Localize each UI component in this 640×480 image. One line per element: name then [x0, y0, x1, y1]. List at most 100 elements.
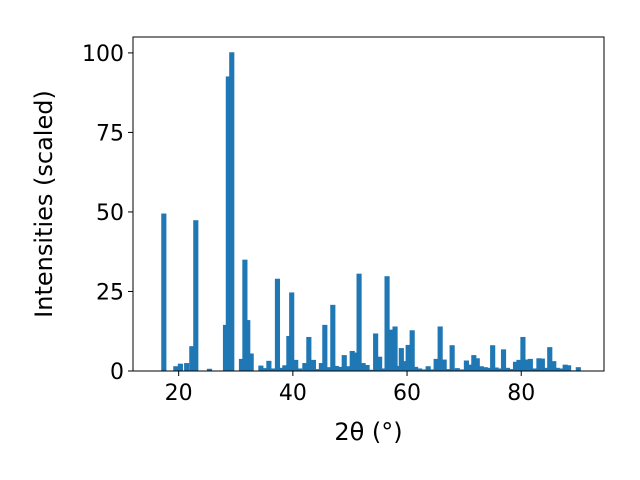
bar	[238, 358, 245, 371]
bar	[441, 359, 447, 371]
bar	[270, 368, 277, 371]
bar	[516, 359, 522, 371]
bar	[496, 368, 503, 371]
bar	[551, 361, 557, 371]
bar	[478, 366, 484, 371]
bar	[524, 359, 530, 371]
bar	[413, 366, 419, 371]
y-tick-label: 50	[96, 201, 124, 226]
bar	[302, 363, 308, 371]
bar	[318, 363, 324, 371]
bar	[377, 356, 383, 371]
bar	[242, 259, 248, 371]
bar	[341, 355, 347, 371]
bar	[520, 336, 526, 371]
bar	[405, 344, 411, 371]
bar	[504, 367, 511, 371]
bar	[222, 324, 229, 371]
bar	[225, 76, 231, 371]
bar	[558, 368, 564, 371]
bar	[286, 336, 292, 371]
bar	[395, 365, 401, 371]
bar	[229, 52, 235, 372]
bar	[258, 365, 264, 371]
x-tick-label: 80	[507, 381, 535, 406]
bar	[278, 367, 284, 371]
bar	[421, 369, 427, 371]
bar	[337, 366, 343, 371]
bar	[293, 359, 299, 371]
bar	[266, 360, 272, 371]
bar	[392, 326, 398, 371]
bar	[459, 369, 465, 371]
bar	[437, 326, 443, 371]
bar	[297, 368, 303, 371]
bar	[314, 369, 320, 371]
bar	[262, 368, 268, 371]
bar	[360, 363, 366, 371]
x-tick-label: 60	[393, 381, 421, 406]
bar	[425, 366, 431, 371]
bar	[345, 366, 351, 371]
bar	[274, 278, 281, 371]
bar	[398, 348, 404, 371]
bar	[417, 368, 423, 371]
bar	[474, 358, 480, 371]
bar	[536, 358, 542, 371]
bar	[193, 220, 199, 371]
bar	[486, 367, 492, 371]
bar	[490, 345, 496, 371]
bar	[173, 366, 179, 371]
bar	[353, 352, 359, 371]
bar	[554, 367, 560, 371]
bar	[387, 329, 394, 371]
bar	[380, 368, 386, 371]
y-tick-label: 100	[82, 42, 124, 67]
bar	[364, 364, 370, 371]
bar	[454, 368, 460, 371]
bar	[245, 320, 251, 371]
bar	[330, 304, 336, 371]
bar	[527, 358, 533, 371]
bar	[402, 361, 408, 371]
x-axis-ticks: 20 40 60 80	[165, 371, 535, 406]
bar	[322, 324, 328, 371]
bar	[189, 346, 195, 371]
x-tick-label: 40	[279, 381, 307, 406]
bar	[306, 336, 312, 371]
bar	[289, 292, 295, 371]
bar	[429, 369, 435, 371]
bar	[161, 213, 167, 371]
bar	[532, 368, 538, 371]
plot-frame	[132, 36, 605, 372]
bar	[562, 364, 568, 371]
bar	[471, 355, 477, 371]
bar	[248, 353, 254, 371]
bar	[184, 363, 190, 371]
bar	[433, 358, 439, 371]
bar	[369, 369, 375, 371]
y-axis-label: Intensities (scaled)	[30, 90, 58, 318]
y-tick-label: 0	[110, 360, 124, 385]
bar	[508, 369, 515, 371]
bar	[333, 365, 339, 371]
bar	[445, 369, 451, 371]
bar	[493, 367, 499, 371]
bar	[512, 361, 519, 371]
bar	[463, 360, 469, 371]
bar	[326, 367, 332, 371]
bar	[373, 333, 379, 371]
y-axis-ticks: 0 25 50 75 100	[82, 42, 133, 385]
bar	[206, 368, 213, 371]
bars-group	[161, 52, 581, 372]
x-axis-label: 2θ (°)	[334, 418, 402, 446]
bar	[543, 367, 549, 371]
bar	[500, 349, 507, 371]
y-tick-label: 75	[96, 121, 124, 146]
bar	[566, 365, 572, 371]
bar	[177, 363, 183, 371]
bar	[349, 350, 355, 371]
bar	[384, 276, 390, 371]
bar	[310, 359, 316, 371]
